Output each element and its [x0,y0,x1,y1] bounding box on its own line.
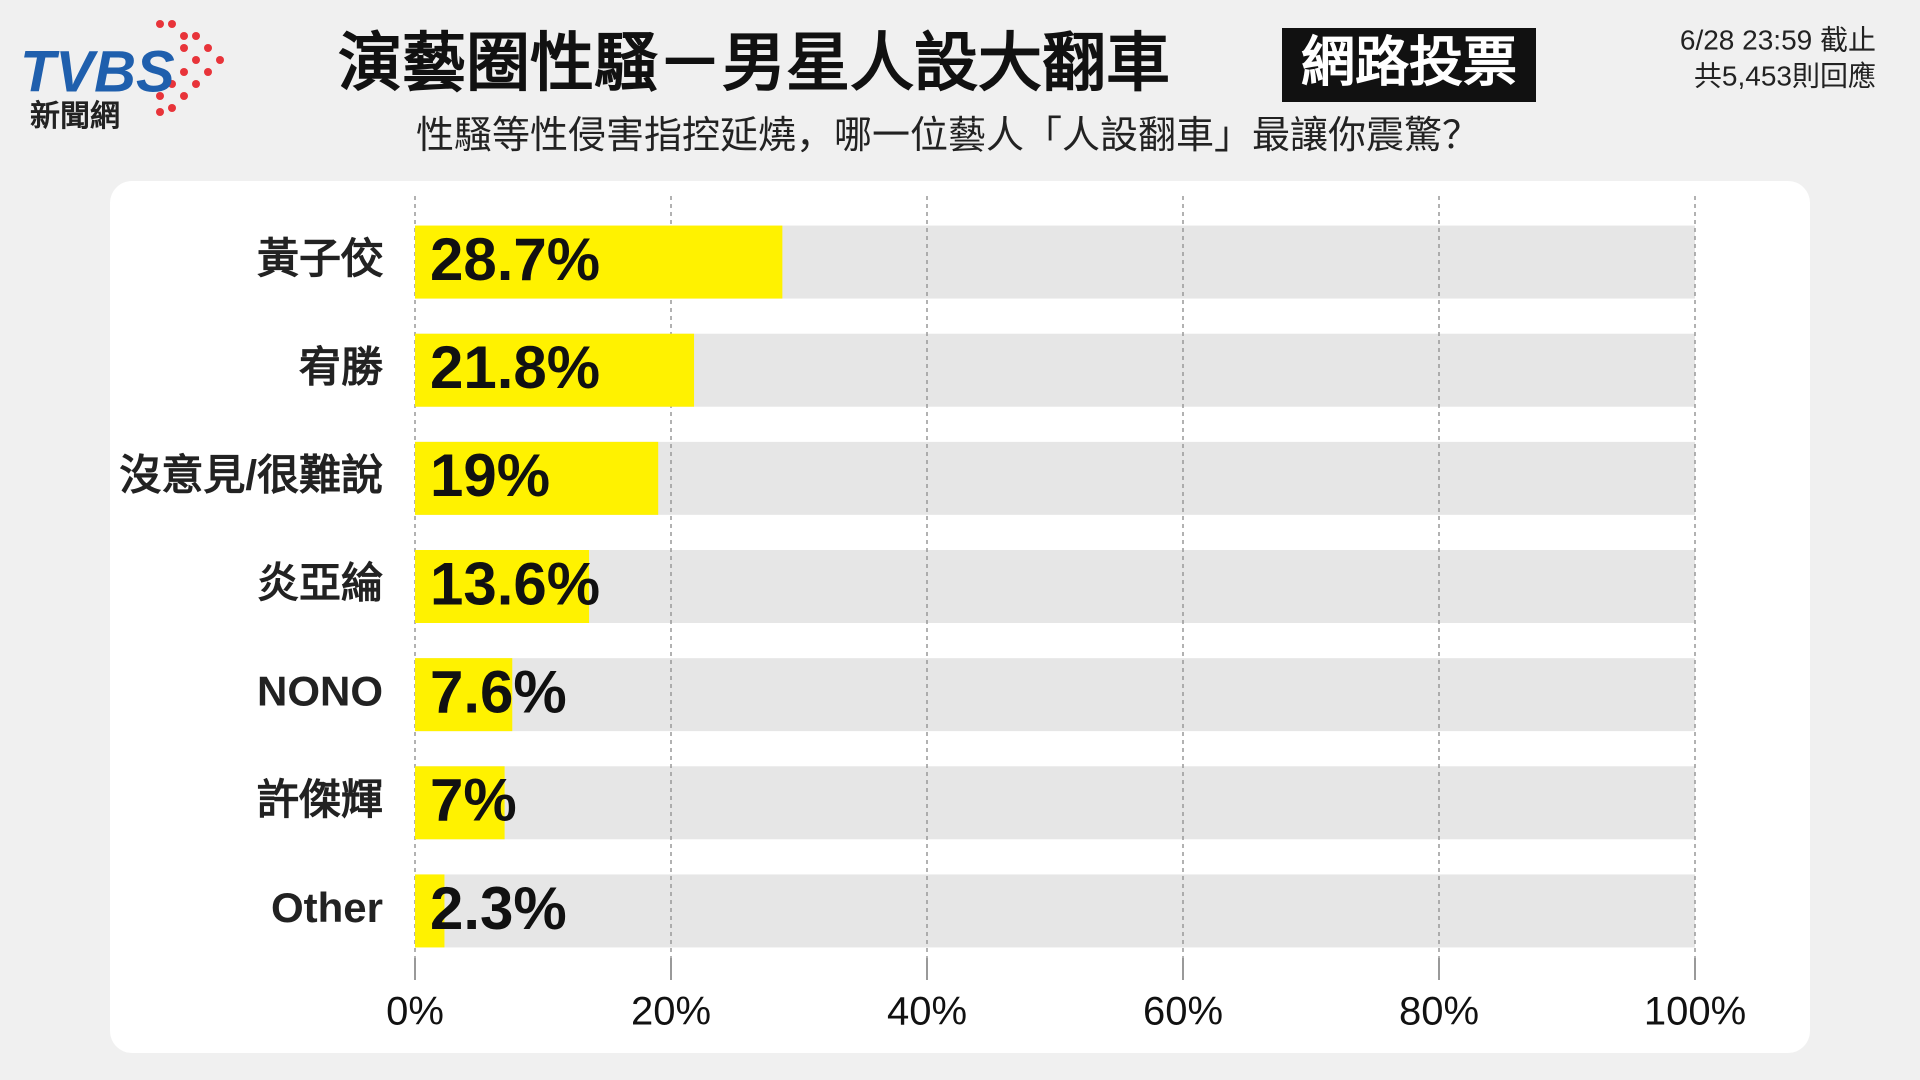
bar [415,225,783,299]
bar [415,874,445,948]
value-label: 7% [430,767,517,834]
x-tick-label: 100% [1644,990,1746,1034]
x-tick-label: 60% [1143,990,1223,1034]
logo: TVBS 新聞網 [20,20,224,133]
title: 演藝圈性騷－男星人設大翻車 [338,27,1170,99]
value-label: 19% [430,442,550,509]
value-label: 7.6% [430,658,567,725]
bar [415,550,590,623]
plot: 0% 20% 40% 60% 80% 100% 黃子佼 28.7% 宥勝 21.8% 沒意見/很難說… [119,196,1746,1034]
bar [415,658,513,732]
category-label: 宥勝 [299,343,384,390]
badge-box [1282,28,1536,102]
badge: 網路投票 [1301,32,1517,92]
category-label: 沒意見/很難說 [119,451,383,498]
bar-track [415,550,1695,623]
value-label: 28.7% [430,226,600,293]
logo-brand: TVBS [20,39,175,104]
subtitle: 性騷等性侵害指控延燒，哪一位藝人「人設翻車」最讓你震驚？ [416,115,1480,157]
x-tick-label: 20% [631,990,711,1034]
value-label: 21.8% [430,334,600,401]
value-label: 13.6% [430,550,600,617]
value-label: 2.3% [430,875,567,942]
bar [415,333,695,407]
annotation: 6/28 23:59 截止 [1680,24,1876,55]
bar-track [415,766,1695,840]
bar-track [415,874,1695,948]
category-label: 炎亞綸 [257,560,383,607]
logo-dots [156,20,224,116]
bar [415,441,659,515]
x-tick-label: 80% [1399,990,1479,1034]
category-label: Other [271,884,383,931]
category-label: NONO [257,668,383,715]
logo-sub: 新聞網 [30,99,120,133]
bar-track [415,658,1695,732]
category-label: 許傑輝 [257,776,383,823]
annotation: 共5,453則回應 [1694,60,1876,91]
category-label: 黃子佼 [257,235,384,282]
x-tick-label: 40% [887,990,967,1034]
bar [415,766,505,840]
x-tick-label: 0% [386,990,444,1034]
